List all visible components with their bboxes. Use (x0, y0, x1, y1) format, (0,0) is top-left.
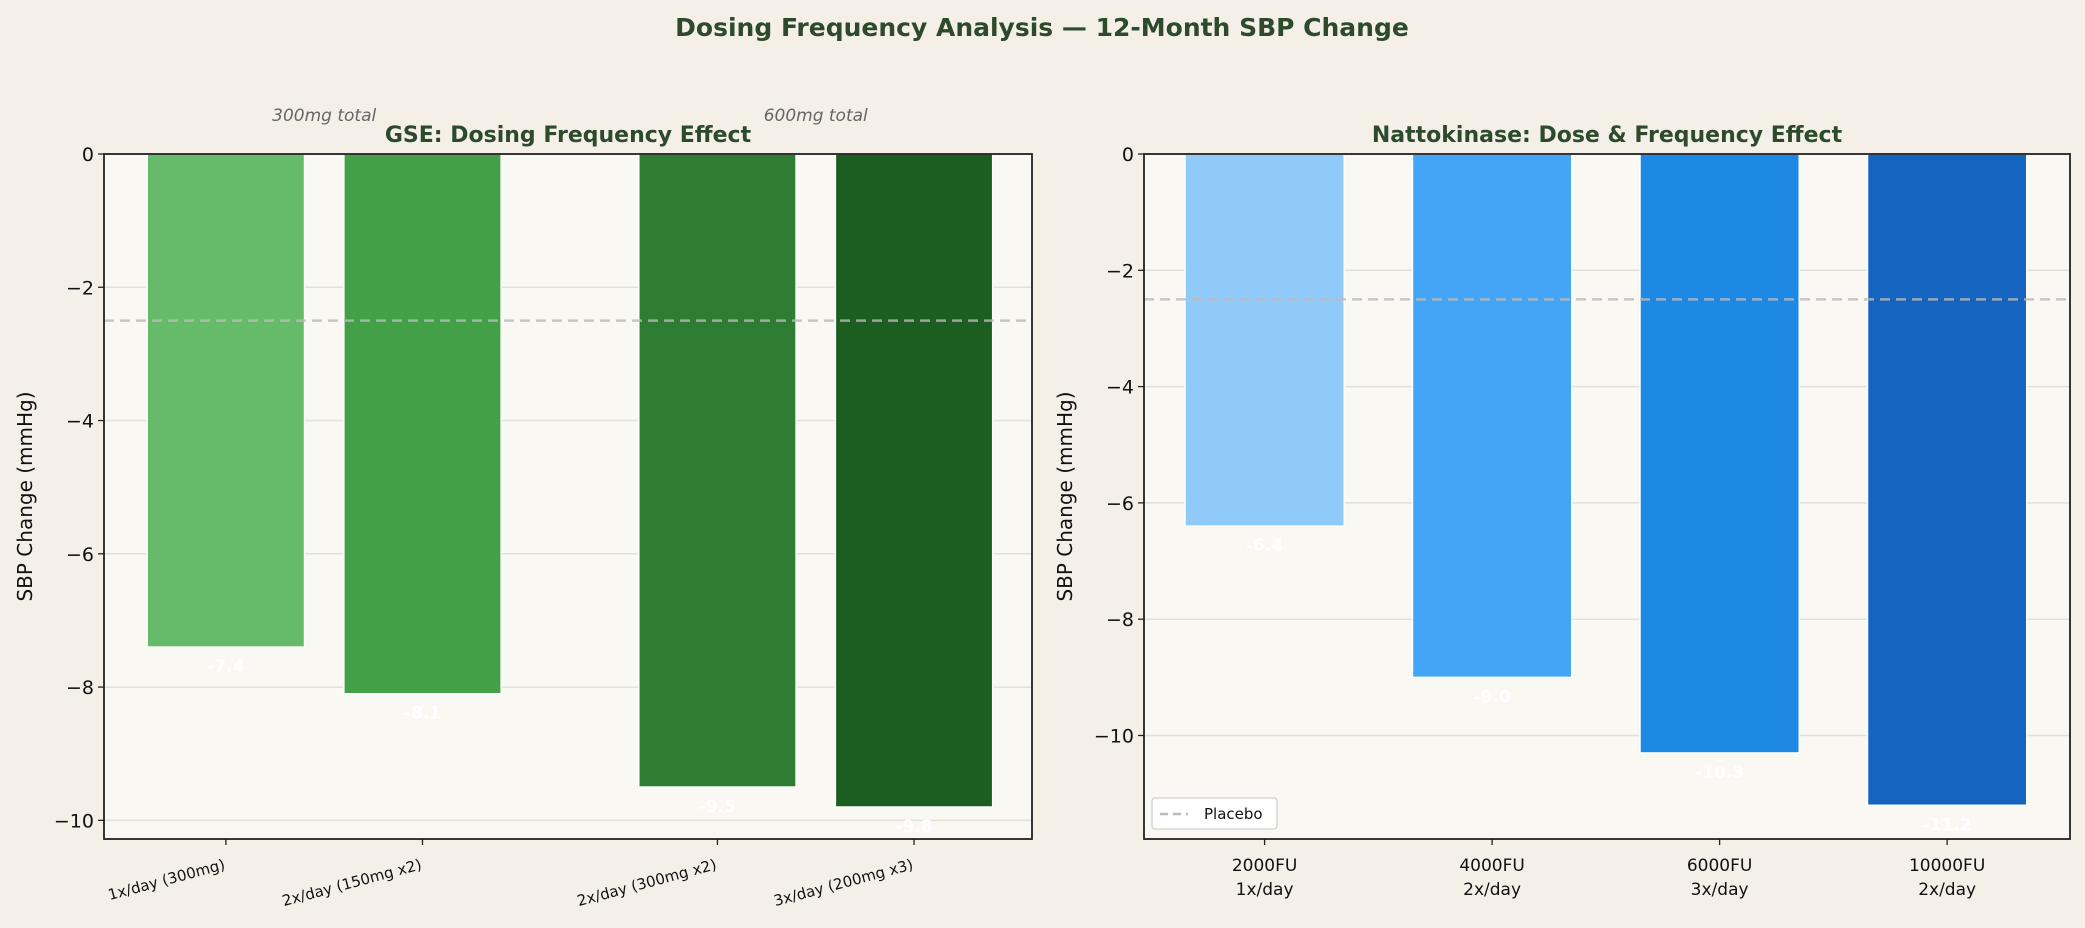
x-tick-label: 1x/day (1236, 880, 1294, 900)
bar-value-label: -7.4 (207, 657, 244, 677)
nattokinase-chart: 0 −2 −4 −6 −8 −10 -6.4 2000FU 1x/day -9.0 4000FU 2x… (1053, 123, 2071, 900)
y-tick-label: −4 (1106, 377, 1134, 399)
bar-value-label: -6.4 (1246, 536, 1283, 556)
bar-value-label: -9.5 (699, 797, 736, 817)
y-tick-label: −10 (54, 810, 94, 832)
bar (343, 153, 502, 695)
bar-value-label: -9.0 (1474, 687, 1511, 707)
x-tick-label: 2x/day (1918, 880, 1976, 900)
axes-frame (103, 153, 1033, 840)
x-tick-label: 3x/day (1691, 880, 1749, 900)
bar (1639, 153, 1801, 754)
bar-value-label: -10.3 (1695, 763, 1744, 783)
group-annotation: 600mg total (764, 106, 868, 126)
y-tick-label: −8 (1106, 609, 1134, 631)
group-annotation: 300mg total (272, 106, 376, 126)
y-tick-label: −10 (1094, 725, 1134, 747)
y-tick-label: −4 (66, 411, 94, 433)
x-tick-label: 2000FU (1232, 856, 1298, 876)
subplot-title: Nattokinase: Dose & Frequency Effect (1372, 123, 1843, 148)
bar-value-label: -11.2 (1923, 815, 1972, 835)
bar (1184, 153, 1345, 527)
bar-value-label: -8.1 (404, 704, 441, 724)
x-tick-label: 2x/day (300mg x2) (575, 855, 718, 910)
y-tick-label: −6 (66, 544, 94, 566)
x-tick-label: 3x/day (200mg x3) (772, 855, 915, 910)
y-tick-label: −6 (1106, 493, 1134, 515)
y-tick-label: −2 (1106, 260, 1134, 282)
bar (146, 153, 306, 648)
x-tick-label: 1x/day (300mg) (106, 855, 227, 904)
legend-placebo-label: Placebo (1204, 805, 1263, 823)
y-tick-label: −2 (66, 277, 94, 299)
x-tick-label: 6000FU (1687, 856, 1753, 876)
gse-chart: 0 −2 −4 −6 −8 −10 -7.4 1x/day (300mg) -8.1 2x/day… (13, 106, 1033, 910)
bar (834, 153, 994, 808)
x-tick-label: 4000FU (1459, 856, 1525, 876)
bar (638, 153, 797, 788)
x-tick-label: 2x/day (1463, 880, 1521, 900)
subplot-title: GSE: Dosing Frequency Effect (385, 123, 752, 148)
bar (1411, 153, 1573, 679)
y-tick-label: 0 (1122, 144, 1134, 166)
legend-box (1151, 797, 1278, 830)
y-tick-label: −8 (66, 677, 94, 699)
y-tick-label: 0 (82, 144, 94, 166)
y-axis-label: SBP Change (mmHg) (13, 391, 37, 601)
x-tick-label: 2x/day (150mg x2) (280, 855, 423, 910)
axes-frame (1143, 153, 2071, 840)
x-tick-label: 10000FU (1909, 856, 1985, 876)
bar (1866, 153, 2028, 807)
bar-value-label: -9.8 (895, 817, 932, 837)
figure-title: Dosing Frequency Analysis — 12-Month SBP… (675, 13, 1409, 42)
y-axis-label: SBP Change (mmHg) (1053, 391, 1077, 601)
